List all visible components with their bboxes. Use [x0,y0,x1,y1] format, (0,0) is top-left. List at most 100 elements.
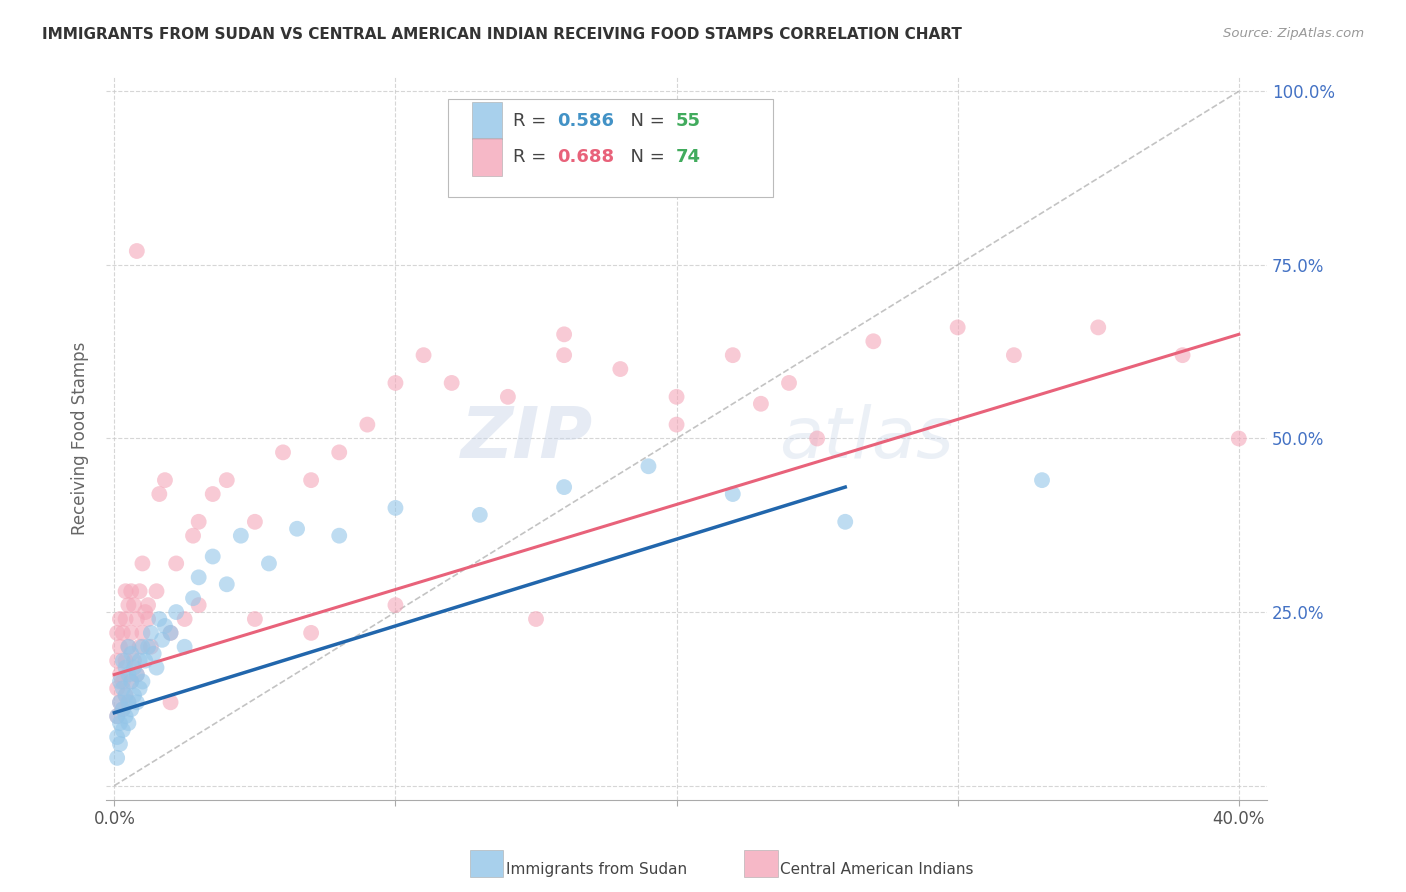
Point [111,723,134,737]
Point [159,626,181,640]
FancyBboxPatch shape [471,138,502,176]
Point [165,557,187,571]
Point [108,695,131,709]
Point [285,522,308,536]
Point [136,612,159,626]
Point [122,689,145,703]
Point [356,417,378,432]
Point [134,605,156,619]
Point [524,612,547,626]
Point [181,529,204,543]
Point [125,244,148,258]
Point [721,487,744,501]
Point [120,674,142,689]
Point [108,737,131,751]
Point [125,612,148,626]
Point [128,640,150,654]
Point [125,667,148,681]
Point [153,619,176,633]
Point [181,591,204,606]
Point [108,640,131,654]
Point [122,660,145,674]
Point [131,626,153,640]
Point [117,667,139,681]
Point [328,445,350,459]
Point [229,529,252,543]
Point [120,674,142,689]
Point [946,320,969,334]
Text: 0.586: 0.586 [558,112,614,129]
Point [120,702,142,716]
Text: 74: 74 [676,148,702,166]
Text: Source: ZipAtlas.com: Source: ZipAtlas.com [1223,27,1364,40]
Point [111,702,134,716]
Point [215,577,238,591]
Point [108,667,131,681]
Point [105,654,128,668]
Point [834,515,856,529]
Point [384,598,406,612]
Text: Central American Indians: Central American Indians [780,863,974,877]
Point [120,626,142,640]
Point [1002,348,1025,362]
FancyBboxPatch shape [471,102,502,139]
Point [114,584,136,599]
Point [1227,432,1250,446]
Point [553,327,575,342]
Point [125,695,148,709]
Point [128,584,150,599]
Point [105,681,128,696]
Point [165,605,187,619]
Point [120,584,142,599]
Point [384,376,406,390]
Point [114,689,136,703]
Point [122,598,145,612]
Point [153,473,176,487]
Point [111,674,134,689]
Point [111,702,134,716]
Point [148,612,170,626]
Point [553,348,575,362]
Point [117,640,139,654]
Point [173,640,195,654]
Point [1171,348,1194,362]
Point [108,695,131,709]
Point [609,362,631,376]
Text: Immigrants from Sudan: Immigrants from Sudan [506,863,688,877]
Point [159,695,181,709]
Y-axis label: Receiving Food Stamps: Receiving Food Stamps [72,342,89,535]
Point [187,515,209,529]
Point [173,612,195,626]
Point [139,626,162,640]
Point [139,640,162,654]
Text: R =: R = [513,148,553,166]
Point [117,598,139,612]
Point [384,500,406,515]
Point [122,654,145,668]
Point [468,508,491,522]
Point [637,459,659,474]
Point [145,660,167,674]
Point [131,674,153,689]
Text: ZIP: ZIP [461,404,593,473]
Point [111,654,134,668]
Point [271,445,294,459]
Point [136,598,159,612]
Point [778,376,800,390]
Point [257,557,280,571]
Point [299,473,322,487]
Point [111,626,134,640]
Point [131,640,153,654]
Point [108,674,131,689]
Point [1087,320,1109,334]
Point [117,695,139,709]
Point [412,348,434,362]
Point [105,626,128,640]
Point [105,709,128,723]
Point [243,515,266,529]
Point [142,647,165,661]
Point [114,654,136,668]
Point [120,647,142,661]
Point [201,487,224,501]
Text: 55: 55 [676,112,702,129]
